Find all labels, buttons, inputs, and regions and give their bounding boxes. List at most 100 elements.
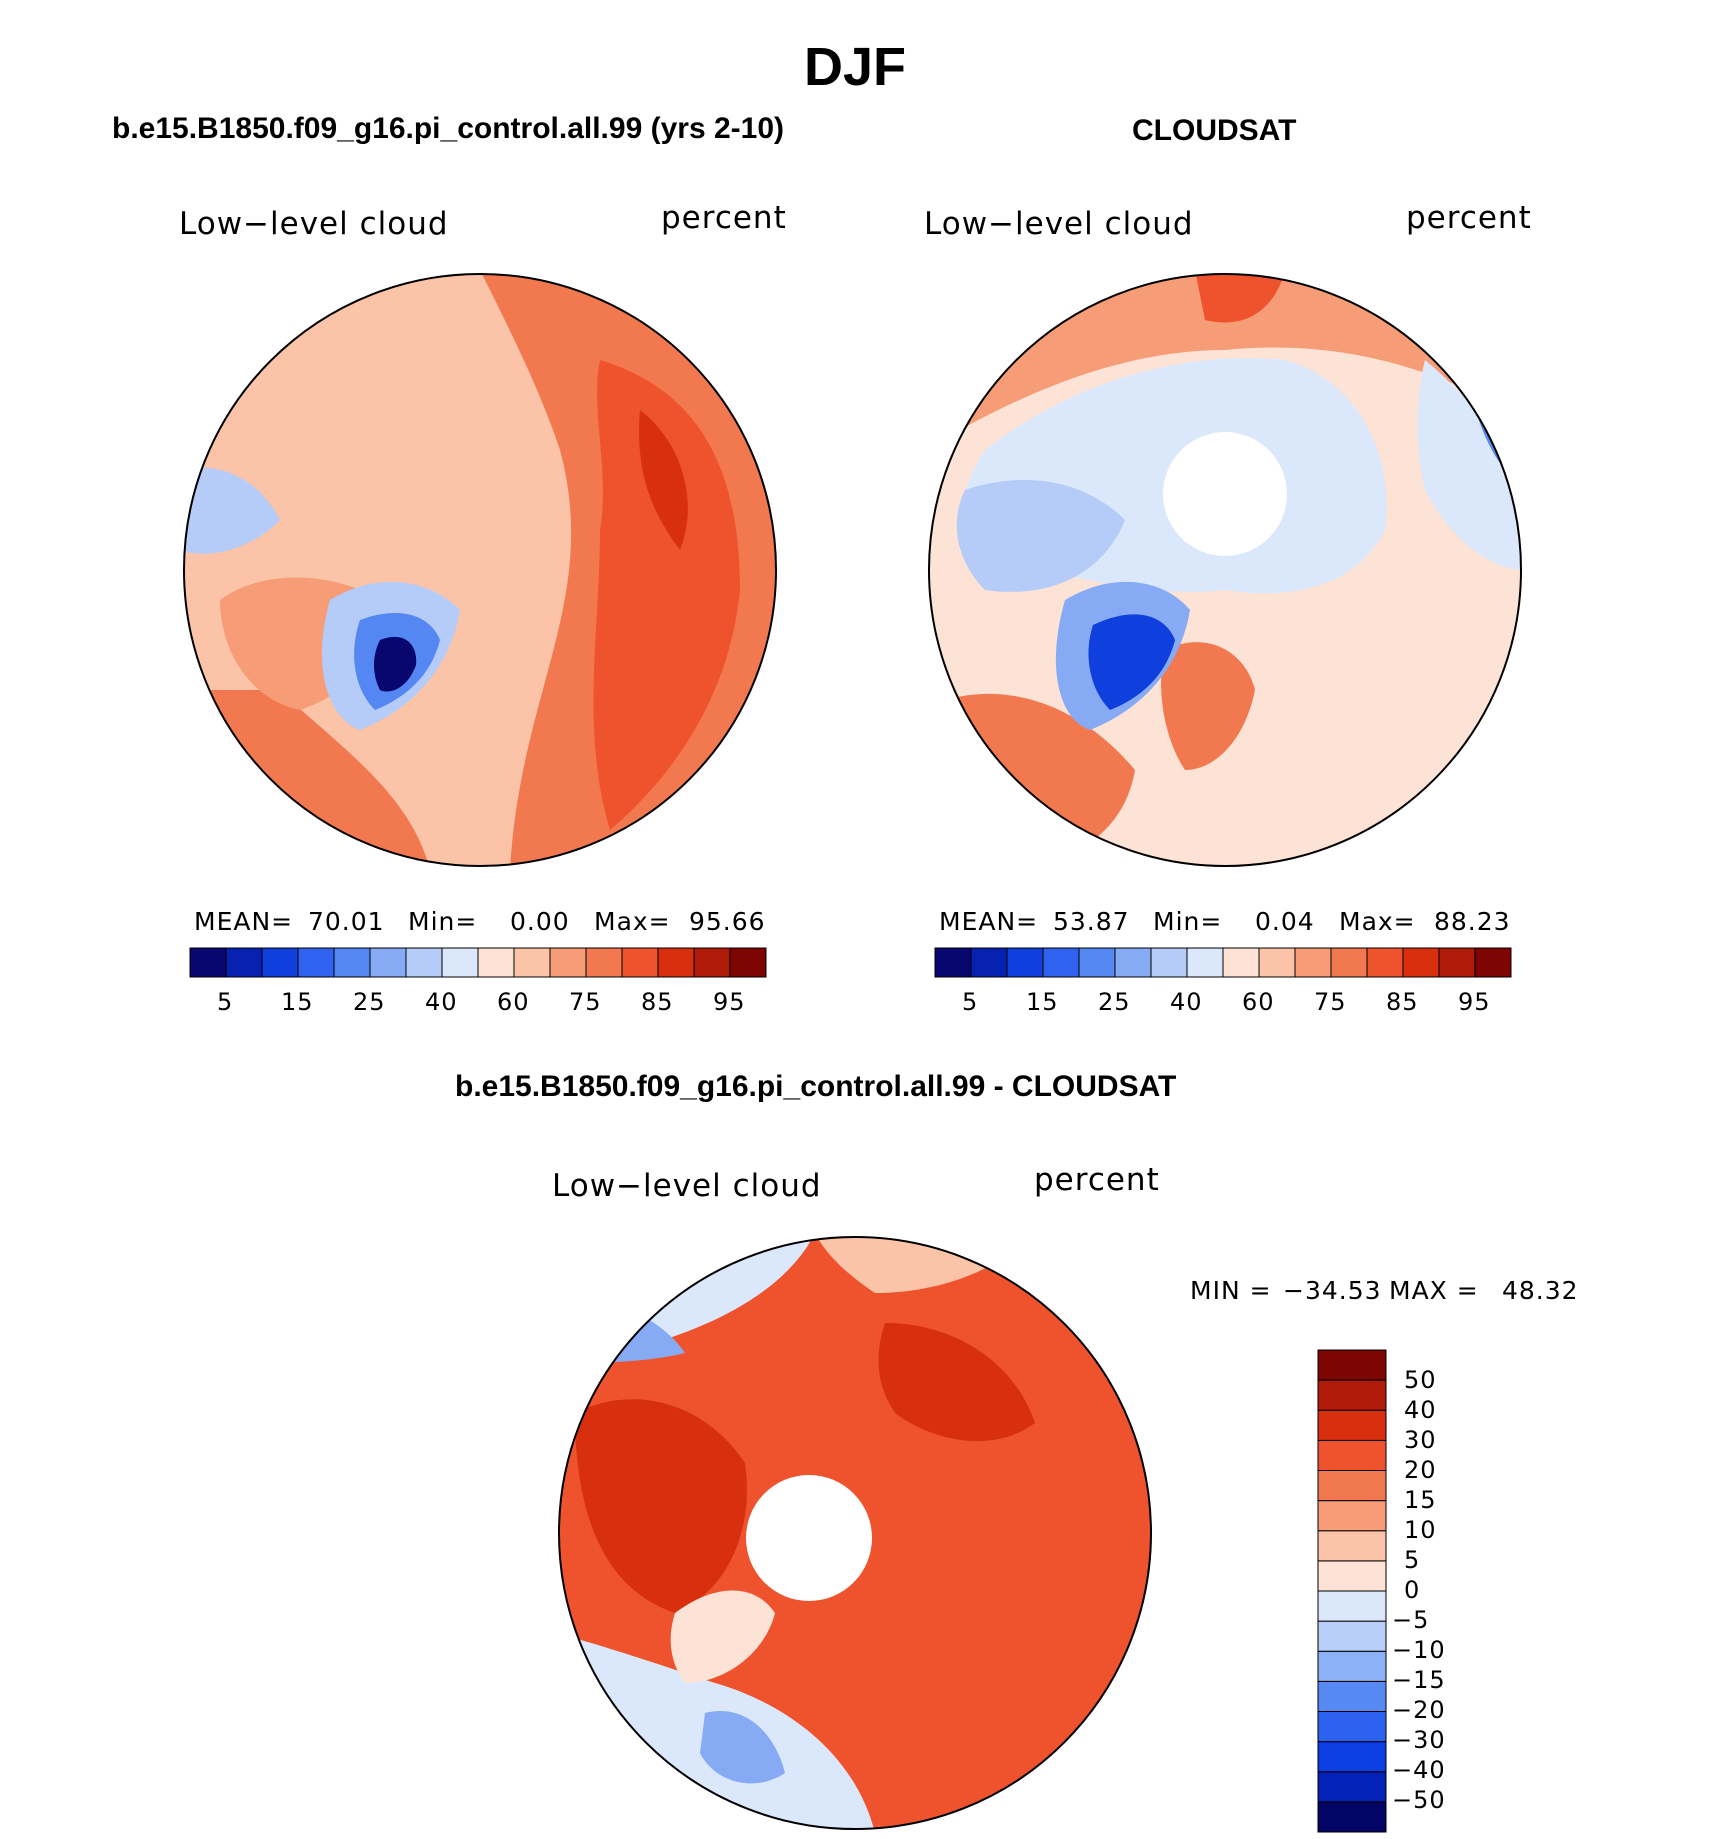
colorbar-swatch: [1222, 947, 1260, 978]
model-stats-mean: 70.01: [308, 907, 385, 936]
colorbar-swatch: [369, 947, 407, 978]
colorbar-swatch: [1150, 947, 1188, 978]
obs-stats-max-label: Max=: [1339, 907, 1416, 936]
colorbar-swatch: [693, 947, 731, 978]
obs-colorbar-tick: 95: [1458, 988, 1491, 1016]
obs-colorbar-tick: 25: [1098, 988, 1131, 1016]
colorbar-swatch: [1402, 947, 1440, 978]
obs-stats-mean-label: MEAN=: [939, 907, 1039, 936]
obs-colorbar: [934, 947, 1512, 978]
colorbar-swatch: [585, 947, 623, 978]
diff-colorbar-tick: −10: [1392, 1636, 1446, 1664]
colorbar-swatch: [1317, 1590, 1387, 1622]
obs-colorbar-tick: 75: [1314, 988, 1347, 1016]
diff-field-greenland: [670, 1590, 775, 1683]
colorbar-swatch: [1006, 947, 1044, 978]
diff-colorbar-tick: 0: [1404, 1576, 1421, 1604]
diff-colorbar-tick: 15: [1404, 1486, 1437, 1514]
obs-colorbar-tick: 15: [1026, 988, 1059, 1016]
colorbar-swatch: [1438, 947, 1476, 978]
colorbar-swatch: [621, 947, 659, 978]
colorbar-swatch: [1078, 947, 1116, 978]
diff-colorbar-tick: 5: [1404, 1546, 1421, 1574]
model-field-siberia-core: [639, 410, 688, 550]
colorbar-swatch: [441, 947, 479, 978]
diff-units-label: percent: [1034, 1162, 1160, 1198]
model-field-alaska: [184, 467, 280, 554]
diff-colorbar-tick: −20: [1392, 1696, 1446, 1724]
model-variable-label: Low−level cloud: [179, 206, 449, 242]
obs-stats-min-label: Min=: [1153, 907, 1223, 936]
obs-variable-label: Low−level cloud: [924, 206, 1194, 242]
diff-colorbar-tick: 50: [1404, 1366, 1437, 1394]
colorbar-swatch: [1317, 1711, 1387, 1743]
diff-polar-map: [558, 1236, 1152, 1830]
colorbar-swatch: [1186, 947, 1224, 978]
obs-colorbar-tick: 40: [1170, 988, 1203, 1016]
model-colorbar-tick: 85: [641, 988, 674, 1016]
model-field-siberia-high: [593, 360, 740, 830]
colorbar-swatch: [1317, 1620, 1387, 1652]
colorbar-swatch: [297, 947, 335, 978]
obs-panel-title: CLOUDSAT: [1132, 114, 1297, 147]
colorbar-swatch: [1114, 947, 1152, 978]
colorbar-swatch: [1317, 1379, 1387, 1411]
diff-stats-max: 48.32: [1502, 1276, 1579, 1305]
obs-field-greenland-core: [1088, 614, 1175, 710]
obs-field-norway: [1161, 642, 1255, 770]
colorbar-swatch: [1317, 1470, 1387, 1502]
colorbar-swatch: [1317, 1409, 1387, 1441]
obs-colorbar-tick: 5: [962, 988, 979, 1016]
colorbar-swatch: [1317, 1801, 1387, 1833]
obs-stats-mean: 53.87: [1053, 907, 1130, 936]
colorbar-swatch: [1317, 1771, 1387, 1803]
colorbar-swatch: [1042, 947, 1080, 978]
diff-map-border: [558, 1236, 1152, 1830]
diff-colorbar: [1317, 1349, 1387, 1833]
model-colorbar-tick: 95: [713, 988, 746, 1016]
model-stats-min: 0.00: [510, 907, 570, 936]
colorbar-swatch: [1317, 1439, 1387, 1471]
model-colorbar-tick: 60: [497, 988, 530, 1016]
diff-panel-title: b.e15.B1850.f09_g16.pi_control.all.99 - …: [455, 1070, 1177, 1103]
obs-polar-map: [928, 273, 1522, 867]
model-colorbar: [189, 947, 767, 978]
model-stats-min-label: Min=: [408, 907, 478, 936]
model-colorbar-tick: 25: [353, 988, 386, 1016]
obs-units-label: percent: [1406, 200, 1532, 236]
colorbar-swatch: [261, 947, 299, 978]
colorbar-swatch: [1330, 947, 1368, 978]
diff-stats-min-label: MIN =: [1190, 1276, 1272, 1305]
figure-title: DJF: [803, 37, 906, 97]
colorbar-swatch: [657, 947, 695, 978]
diff-field-canada-high: [575, 1399, 747, 1613]
model-polar-map: [183, 273, 777, 867]
colorbar-swatch: [1317, 1530, 1387, 1562]
colorbar-swatch: [405, 947, 443, 978]
obs-colorbar-tick: 60: [1242, 988, 1275, 1016]
colorbar-swatch: [513, 947, 551, 978]
obs-field-siberia: [1417, 360, 1521, 570]
colorbar-swatch: [970, 947, 1008, 978]
model-panel-title: b.e15.B1850.f09_g16.pi_control.all.99 (y…: [112, 112, 784, 145]
diff-stats-min: −34.53: [1283, 1276, 1382, 1305]
colorbar-swatch: [1366, 947, 1404, 978]
colorbar-swatch: [549, 947, 587, 978]
model-units-label: percent: [661, 200, 787, 236]
colorbar-swatch: [1294, 947, 1332, 978]
diff-stats-max-label: MAX =: [1389, 1276, 1479, 1305]
obs-colorbar-tick: 85: [1386, 988, 1419, 1016]
obs-polar-gap: [1163, 432, 1287, 556]
model-colorbar-tick: 5: [217, 988, 234, 1016]
colorbar-swatch: [225, 947, 263, 978]
colorbar-swatch: [189, 947, 227, 978]
diff-field-iceland-low: [700, 1711, 785, 1784]
diff-colorbar-tick: 20: [1404, 1456, 1437, 1484]
diff-colorbar-tick: 40: [1404, 1396, 1437, 1424]
diff-colorbar-tick: −30: [1392, 1726, 1446, 1754]
model-field-greenland-core: [374, 636, 417, 692]
model-map-border: [183, 273, 777, 867]
colorbar-swatch: [1317, 1500, 1387, 1532]
colorbar-swatch: [1317, 1680, 1387, 1712]
model-colorbar-tick: 40: [425, 988, 458, 1016]
